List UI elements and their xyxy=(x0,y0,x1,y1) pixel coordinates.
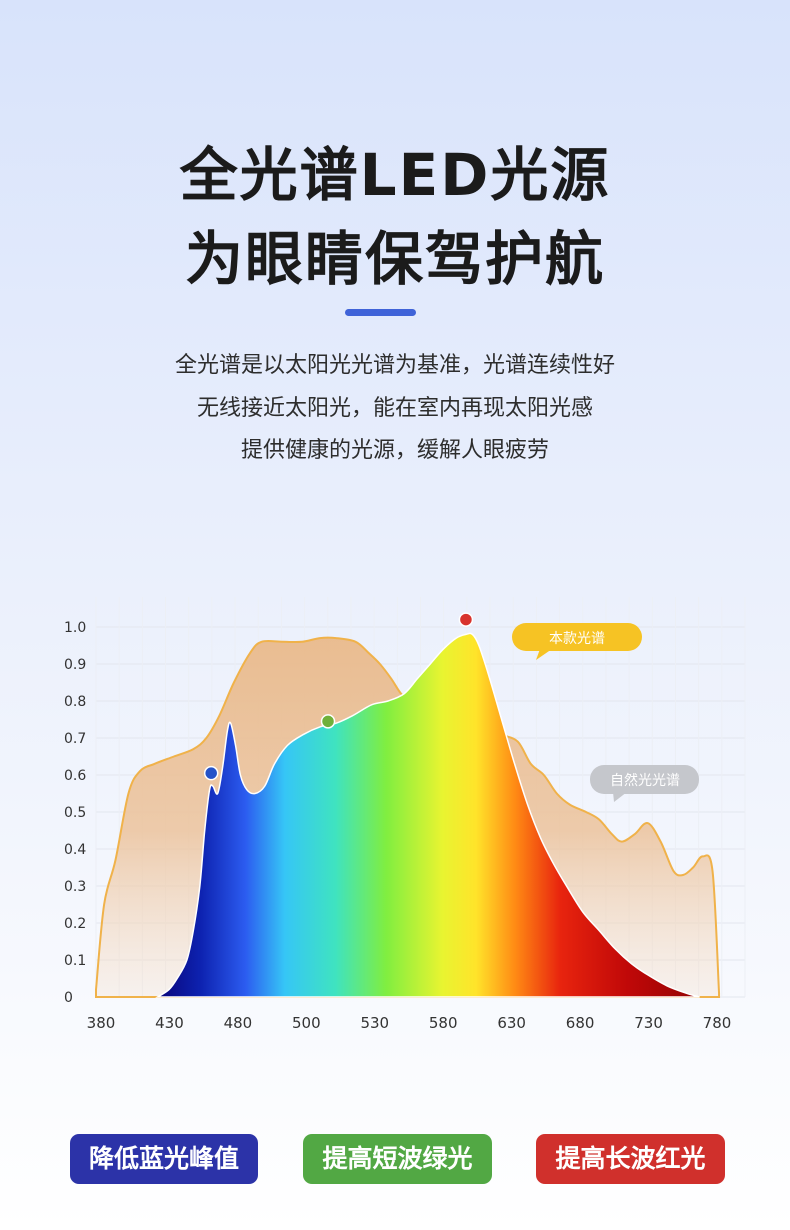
x-tick-label: 380 xyxy=(87,1014,116,1032)
y-tick-label: 0 xyxy=(64,990,73,1006)
description-line-3: 提供健康的光源，缓解人眼疲劳 xyxy=(240,438,549,463)
y-tick-label: 0.4 xyxy=(64,842,86,858)
callout-natural: 自然光光谱 xyxy=(590,765,699,802)
callout-natural-label: 自然光光谱 xyxy=(610,772,680,789)
description-line-1: 全光谱是以太阳光光谱为基准，光谱连续性好 xyxy=(174,353,615,378)
x-tick-label: 480 xyxy=(224,1014,253,1032)
x-tick-label: 780 xyxy=(703,1014,732,1032)
page-title-line-1: 全光谱LED光源 xyxy=(179,141,611,209)
y-tick-label: 0.3 xyxy=(64,879,86,895)
boost-red-badge: 提高长波红光 xyxy=(536,1134,725,1184)
x-tick-label: 630 xyxy=(497,1014,526,1032)
reduce-blue-peak-badge: 降低蓝光峰值 xyxy=(70,1134,258,1184)
peak-marker-green xyxy=(320,714,336,729)
peak-markers xyxy=(203,612,474,781)
y-tick-label: 0.9 xyxy=(64,657,86,673)
title-divider xyxy=(345,309,416,316)
callout-product: 本款光谱 xyxy=(512,623,642,660)
y-tick-label: 1.0 xyxy=(64,620,86,636)
y-tick-label: 0.1 xyxy=(64,953,86,969)
x-tick-label: 580 xyxy=(429,1014,458,1032)
peak-marker-red xyxy=(458,612,474,627)
x-tick-label: 680 xyxy=(566,1014,595,1032)
y-tick-label: 0.6 xyxy=(64,768,86,784)
x-axis-ticks: 380 430 480 500 530 580 630 680 730 780 xyxy=(87,1014,732,1032)
x-tick-label: 530 xyxy=(360,1014,389,1032)
y-tick-label: 0.7 xyxy=(64,731,86,747)
y-axis-ticks: 0 0.1 0.2 0.3 0.4 0.5 0.6 0.7 0.8 0.9 1.0 xyxy=(64,620,86,1006)
callout-product-label: 本款光谱 xyxy=(549,631,605,647)
y-tick-label: 0.5 xyxy=(64,805,86,821)
x-tick-label: 430 xyxy=(155,1014,184,1032)
description-line-2: 无线接近太阳光，能在室内再现太阳光感 xyxy=(196,396,593,421)
product-spectrum-area xyxy=(155,632,700,998)
boost-green-badge: 提高短波绿光 xyxy=(303,1134,492,1184)
x-tick-label: 730 xyxy=(634,1014,663,1032)
spectrum-chart: 0 0.1 0.2 0.3 0.4 0.5 0.6 0.7 0.8 0.9 1.0 380 430 48… xyxy=(64,597,746,1032)
y-tick-label: 0.8 xyxy=(64,694,86,710)
page-title-line-2: 为眼睛保驾护航 xyxy=(184,225,605,293)
peak-marker-blue xyxy=(203,765,219,781)
y-tick-label: 0.2 xyxy=(64,916,86,932)
x-tick-label: 500 xyxy=(292,1014,321,1032)
